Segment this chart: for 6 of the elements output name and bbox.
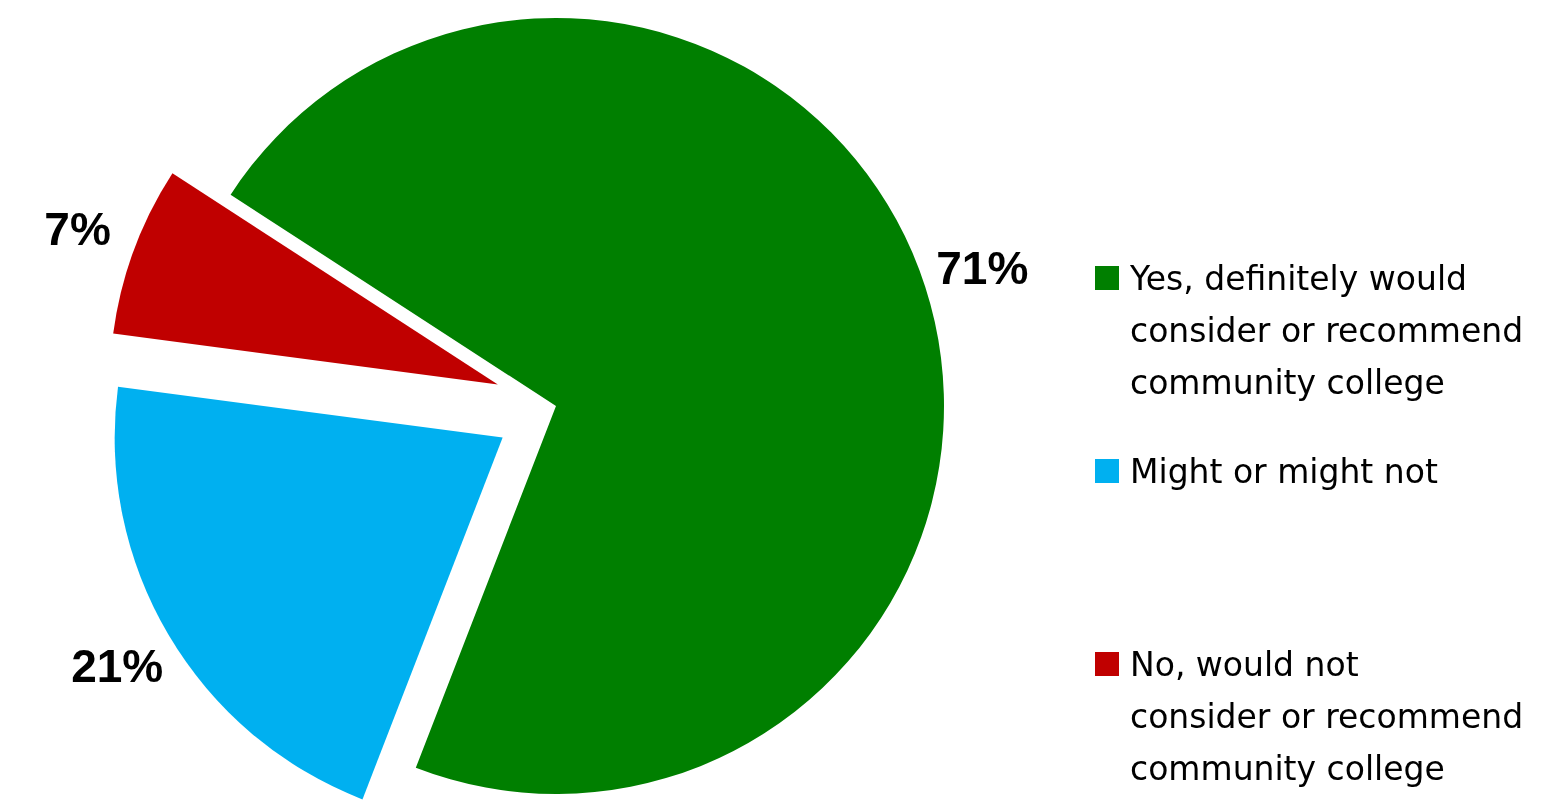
- legend-label: Yes, definitely would consider or recommend community college: [1129, 258, 1524, 402]
- data-label: 7%: [44, 203, 111, 256]
- data-label: 71%: [936, 242, 1029, 295]
- data-label: 21%: [71, 639, 164, 692]
- legend-label: No, would not consider or recommend community college: [1130, 644, 1524, 788]
- legend-label: Might or might not: [1130, 451, 1438, 491]
